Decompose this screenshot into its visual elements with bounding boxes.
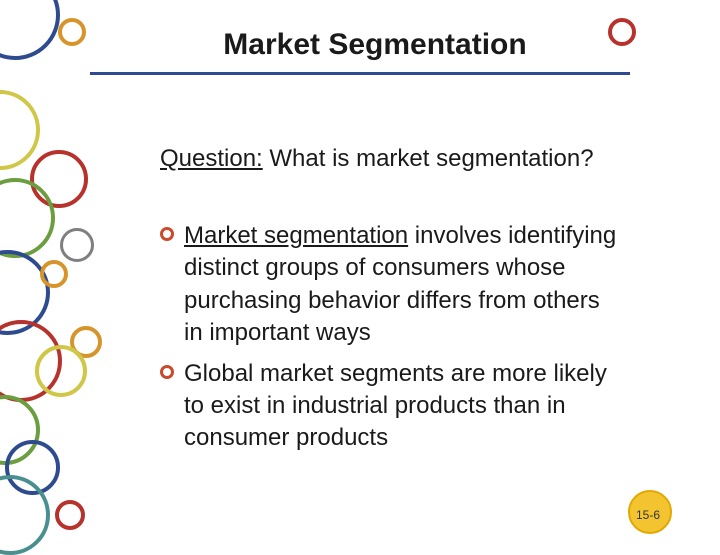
decorative-ring-icon — [35, 345, 87, 397]
bullet-item: Global market segments are more likely t… — [160, 358, 620, 455]
bullet-marker-icon — [160, 365, 174, 379]
decorative-ring-icon — [0, 250, 50, 335]
decorative-ring-icon — [60, 228, 94, 262]
question-text: What is market segmentation? — [263, 145, 594, 172]
bullet-text: Global market segments are more likely t… — [184, 358, 620, 455]
decorative-ring-icon — [0, 395, 40, 465]
decorative-ring-icon — [55, 500, 85, 530]
decorative-ring-icon — [70, 326, 102, 358]
bullet-list: Market segmentation involves identifying… — [160, 220, 620, 463]
slide-number: 15-6 — [636, 508, 660, 522]
bullet-text: Market segmentation involves identifying… — [184, 220, 620, 350]
decorative-ring-icon — [0, 90, 40, 170]
decorative-ring-icon — [30, 150, 88, 208]
decorative-ring-icon — [5, 440, 60, 495]
decorative-ring-icon — [58, 18, 86, 46]
title-underline — [90, 72, 630, 75]
question-label: Question: — [160, 145, 263, 172]
decorative-ring-icon — [0, 320, 62, 402]
decorative-ring-icon — [0, 0, 60, 60]
decorative-ring-icon — [0, 178, 55, 258]
decorative-ring-icon — [0, 475, 50, 555]
bullet-marker-icon — [160, 227, 174, 241]
decorative-ring-icon — [40, 260, 68, 288]
question-line: Question: What is market segmentation? — [160, 145, 640, 173]
bullet-item: Market segmentation involves identifying… — [160, 220, 620, 350]
slide-title: Market Segmentation — [120, 28, 630, 62]
